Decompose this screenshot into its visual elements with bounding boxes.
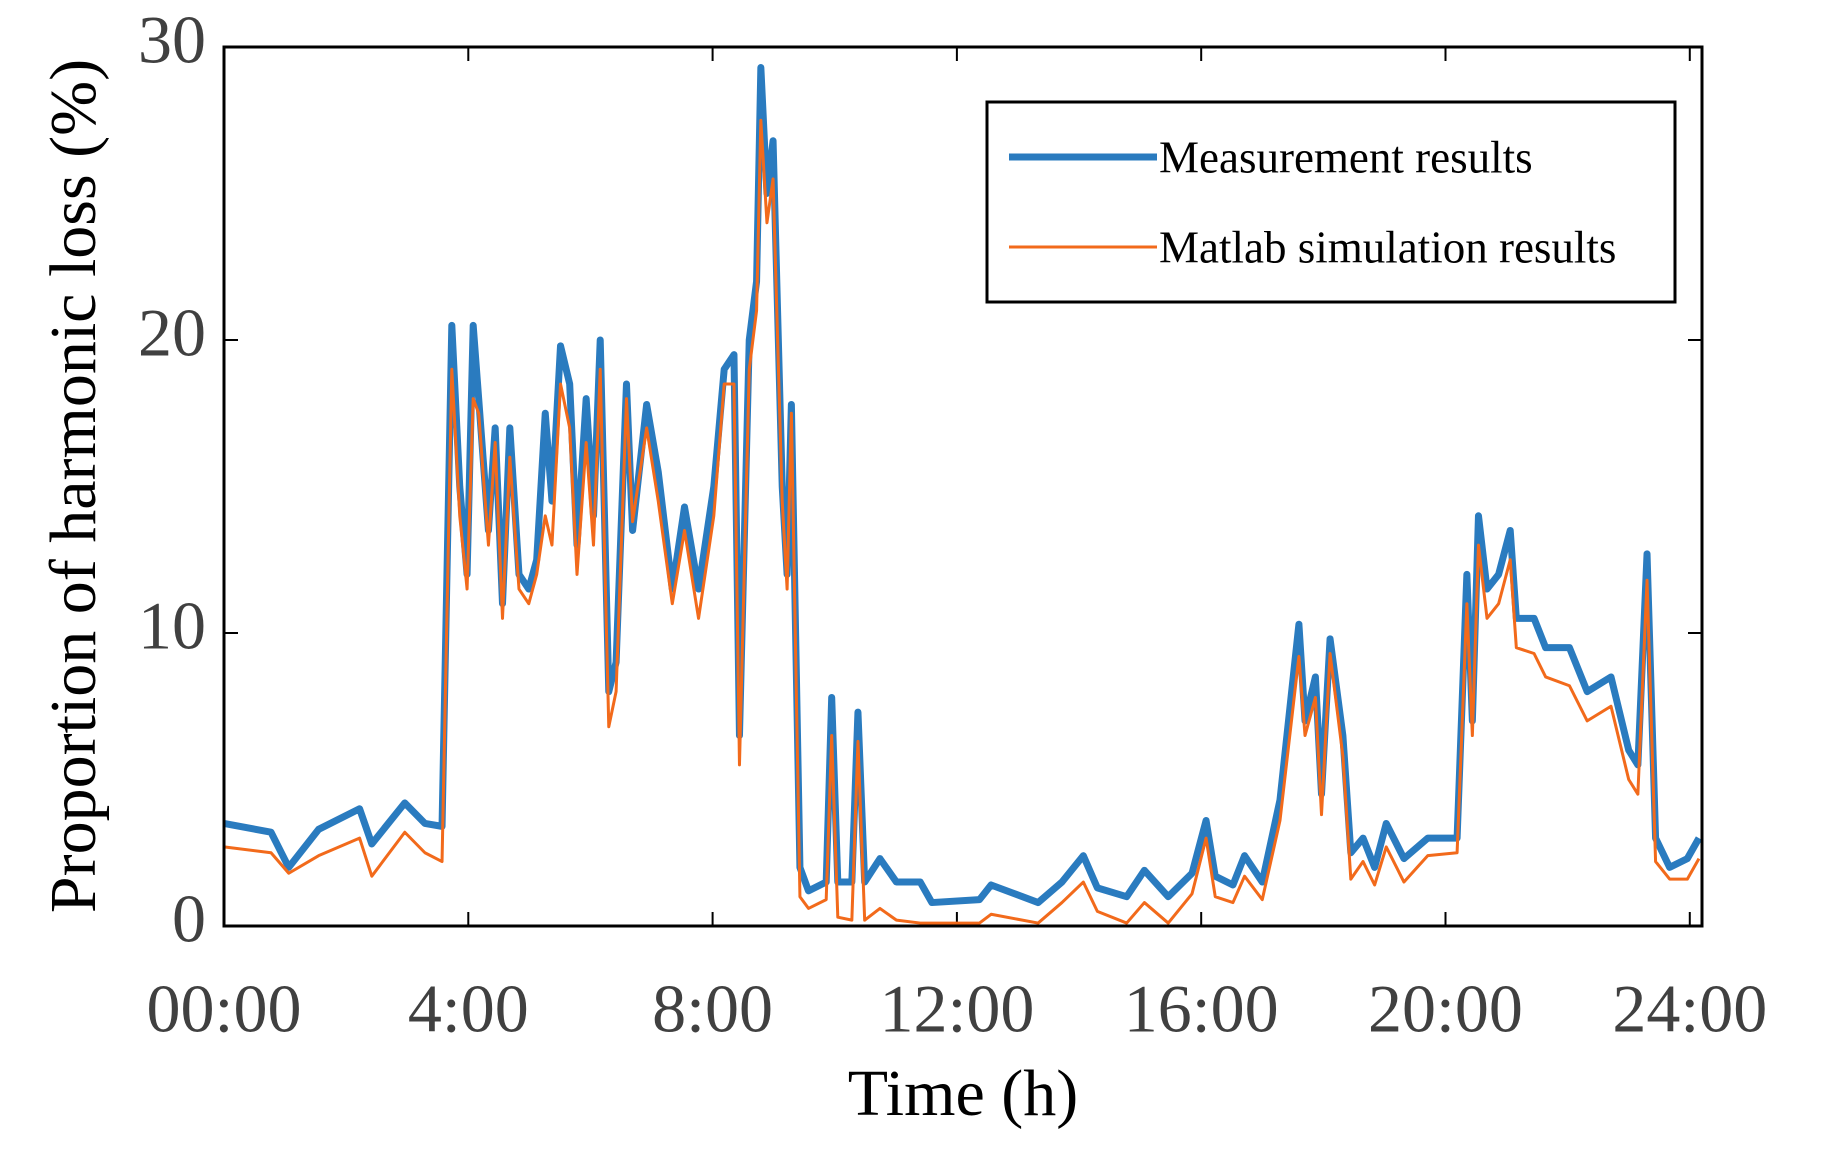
x-tick-label: 16:00 [1124,971,1279,1047]
legend-label: Measurement results [1159,132,1533,182]
x-tick-label: 12:00 [879,971,1034,1047]
x-tick-label: 20:00 [1368,971,1523,1047]
x-tick-label: 8:00 [652,971,773,1047]
plot-frame [222,45,1704,928]
x-axis-label: Time (h) [848,1057,1078,1130]
data-line [223,118,1701,925]
y-tick-label: 0 [172,881,206,957]
legend-box [985,100,1677,304]
y-tick-label: 10 [138,588,206,664]
y-tick-label: 20 [138,295,206,371]
x-tick-label: 4:00 [408,971,529,1047]
legend-label: Matlab simulation results [1159,222,1616,272]
x-tick-label: 00:00 [147,971,302,1047]
y-axis-label: Proportion of harmonic loss (%) [37,59,110,913]
x-tick-label: 24:00 [1612,971,1767,1047]
y-tick-label: 30 [138,2,206,78]
